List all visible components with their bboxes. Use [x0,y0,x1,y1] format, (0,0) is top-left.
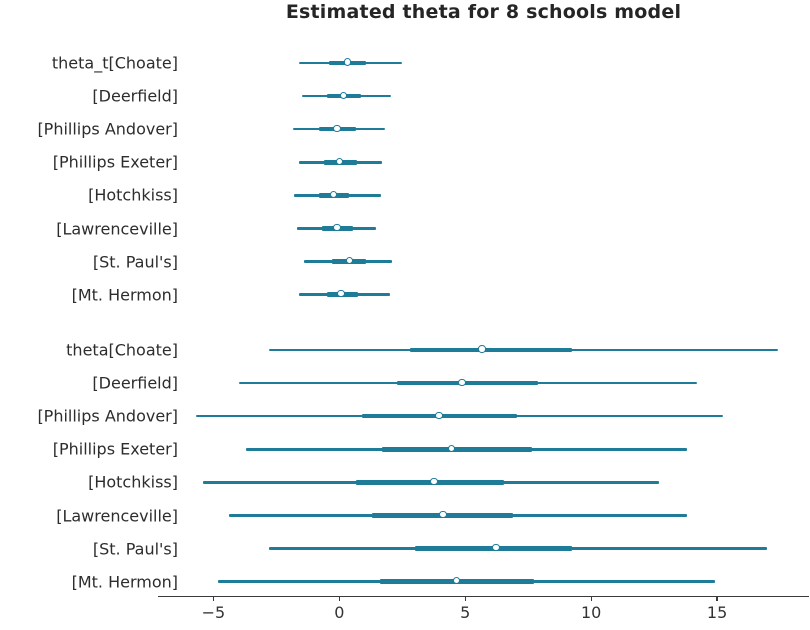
row-label: [Lawrenceville] [56,219,178,238]
chart-title: Estimated theta for 8 schools model [285,1,682,23]
row-label: [St. Paul's] [92,539,178,559]
median-dot [430,477,438,486]
x-axis-tick-label: 15 [706,603,728,622]
x-axis-tick-label: 0 [334,603,345,622]
median-dot [492,544,500,552]
row-label: [Phillips Andover] [37,406,178,426]
median-dot [435,411,443,419]
x-axis-tick-label: 10 [580,603,602,622]
row-label: theta[Choate] [66,340,178,360]
x-axis-tick [338,597,340,602]
median-dot [333,124,341,132]
interquartile-line [355,480,505,485]
median-dot [339,91,348,99]
x-axis-tick-label: −5 [201,603,226,622]
row-label: [Phillips Exeter] [52,152,178,172]
x-axis-tick [212,597,215,602]
median-dot [346,257,354,265]
row-label: [Deerfield] [92,373,178,393]
median-dot [343,58,351,66]
interquartile-line [382,447,532,452]
row-label: [Hotchkiss] [88,472,178,492]
median-dot [333,223,341,232]
row-label: [Lawrenceville] [56,506,178,525]
median-dot [478,345,486,353]
x-axis-tick [590,597,592,602]
row-label: [Hotchkiss] [88,185,178,205]
median-dot [337,290,345,298]
row-label: [Mt. Hermon] [71,572,178,592]
interquartile-line [409,347,573,353]
row-label: [St. Paul's] [92,252,178,272]
row-label: theta_t[Choate] [51,53,178,73]
row-label: [Mt. Hermon] [71,285,178,305]
x-axis-tick [464,597,466,602]
median-dot [458,378,466,386]
x-axis-line [158,596,809,598]
x-axis-tick [716,597,718,602]
median-dot [453,577,461,585]
interquartile-line [397,380,539,386]
row-label: [Deerfield] [92,86,178,106]
median-dot [329,190,338,199]
x-axis-tick-label: 5 [460,603,471,622]
row-label: [Phillips Exeter] [52,439,178,459]
median-dot [448,444,456,453]
median-dot [439,510,447,519]
row-label: [Phillips Andover] [37,119,178,139]
median-dot [335,157,344,166]
